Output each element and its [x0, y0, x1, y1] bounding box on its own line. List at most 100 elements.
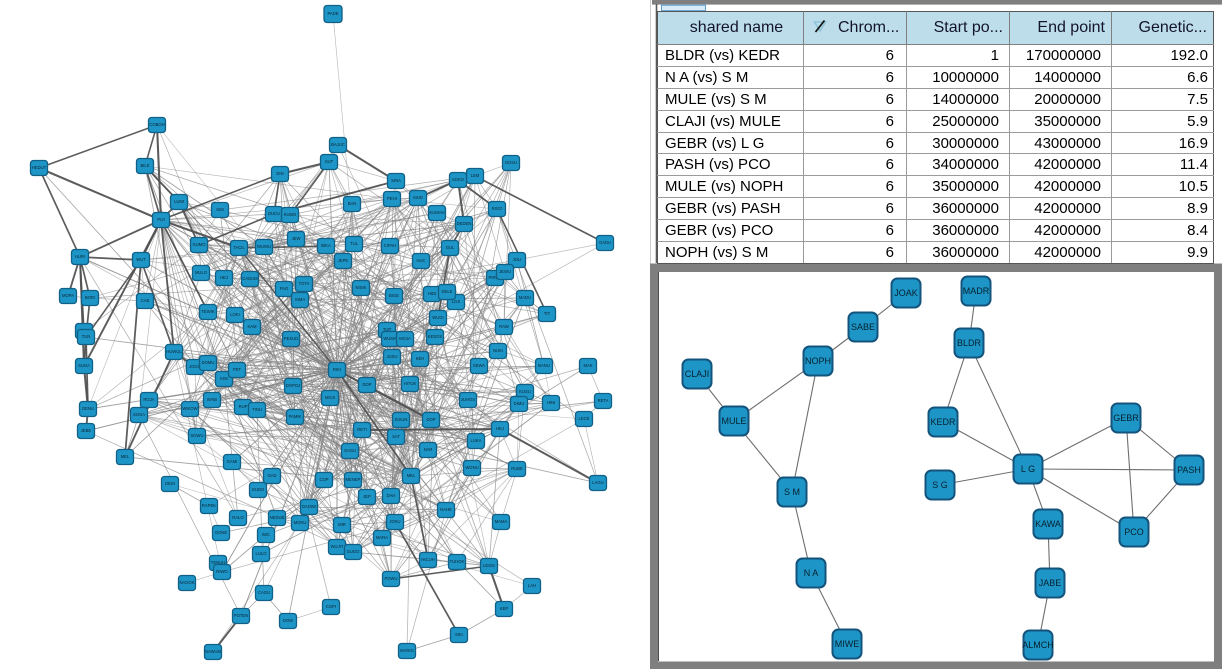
svg-text:TIT: TIT — [544, 311, 551, 316]
svg-text:TUN: TUN — [82, 334, 91, 339]
svg-text:HEDUT: HEDUT — [32, 165, 47, 170]
svg-text:HUC: HUC — [416, 258, 425, 263]
svg-text:SOWU: SOWU — [190, 433, 203, 438]
svg-text:TOTA: TOTA — [299, 281, 310, 286]
svg-text:JEPE: JEPE — [338, 258, 349, 263]
svg-text:COBOH: COBOH — [149, 122, 164, 127]
svg-text:WIKOW: WIKOW — [182, 406, 197, 411]
svg-text:DOMU: DOMU — [202, 360, 215, 365]
svg-text:HUWUL: HUWUL — [166, 349, 182, 354]
svg-text:MONU: MONU — [294, 520, 307, 525]
svg-text:GASU: GASU — [344, 448, 356, 453]
svg-text:KESOS: KESOS — [428, 334, 443, 339]
svg-text:CAB: CAB — [141, 298, 150, 303]
svg-text:BANU: BANU — [538, 363, 550, 368]
svg-text:PET: PET — [233, 367, 242, 372]
svg-text:BIKA: BIKA — [321, 243, 331, 248]
svg-text:N A: N A — [804, 568, 819, 578]
svg-text:WABI: WABI — [207, 397, 218, 402]
svg-text:BLDR: BLDR — [957, 338, 982, 348]
svg-text:LAH: LAH — [528, 583, 536, 588]
svg-text:LOKI: LOKI — [230, 312, 240, 317]
svg-text:MADU: MADU — [519, 295, 531, 300]
svg-text:DIN: DIN — [276, 171, 283, 176]
svg-text:LEM: LEM — [471, 173, 480, 178]
svg-text:DELE: DELE — [442, 289, 453, 294]
svg-text:DOPOJ: DOPOJ — [286, 383, 300, 388]
svg-text:MULO: MULO — [195, 270, 208, 275]
svg-text:SUT: SUT — [325, 159, 334, 164]
svg-text:NISIK: NISIK — [356, 285, 367, 290]
svg-text:KAWA: KAWA — [1035, 519, 1061, 529]
svg-text:MOJI: MOJI — [325, 395, 335, 400]
svg-text:ROJA: ROJA — [143, 397, 154, 402]
svg-text:MEL: MEL — [407, 473, 416, 478]
svg-text:SIMA: SIMA — [295, 297, 305, 302]
svg-text:LOJI: LOJI — [452, 299, 461, 304]
svg-text:MEL: MEL — [121, 454, 130, 459]
svg-text:DEDI: DEDI — [165, 481, 175, 486]
svg-text:DOW: DOW — [283, 618, 293, 623]
svg-text:NAGOK: NAGOK — [179, 580, 194, 585]
svg-text:MENEP: MENEP — [346, 477, 361, 482]
svg-text:PIJI: PIJI — [157, 217, 164, 222]
svg-text:GUGO: GUGO — [347, 549, 361, 554]
svg-text:HINI: HINI — [547, 400, 555, 405]
svg-text:LUMI: LUMI — [174, 199, 184, 204]
svg-text:DOSU: DOSU — [505, 160, 517, 165]
svg-text:MOJA: MOJA — [399, 336, 411, 341]
svg-text:DEDEN: DEDEN — [457, 221, 472, 226]
svg-text:KAM: KAM — [247, 324, 257, 329]
svg-text:S G: S G — [932, 480, 948, 490]
svg-text:TENUH: TENUH — [211, 560, 225, 565]
svg-text:GAMI: GAMI — [227, 459, 238, 464]
svg-text:DAH: DAH — [387, 493, 396, 498]
svg-text:KUMO: KUMO — [284, 212, 297, 217]
svg-text:BILE: BILE — [140, 163, 149, 168]
svg-text:PAG: PAG — [280, 286, 289, 291]
svg-text:HEJ: HEJ — [496, 426, 504, 431]
svg-text:LUKA: LUKA — [471, 438, 482, 443]
svg-text:PCO: PCO — [1124, 527, 1144, 537]
svg-text:WUWU: WUWU — [257, 244, 271, 249]
svg-text:PIRUD: PIRUD — [488, 275, 501, 280]
svg-text:GADU: GADU — [599, 240, 611, 245]
svg-text:TUL: TUL — [350, 241, 359, 246]
svg-text:SOGA: SOGA — [133, 412, 145, 417]
svg-text:DOP: DOP — [426, 417, 435, 422]
svg-text:JEP: JEP — [363, 494, 371, 499]
svg-text:MARA: MARA — [376, 535, 388, 540]
svg-text:WUMA: WUMA — [383, 336, 396, 341]
svg-text:TUHOK: TUHOK — [450, 559, 465, 564]
svg-text:DUCU: DUCU — [268, 211, 280, 216]
svg-text:PASH: PASH — [1177, 465, 1201, 475]
svg-text:RETI: RETI — [357, 427, 367, 432]
svg-text:COPI: COPI — [326, 604, 336, 609]
svg-text:GUL: GUL — [446, 245, 455, 250]
svg-text:POTEN: POTEN — [234, 613, 248, 618]
svg-text:SABE: SABE — [851, 322, 875, 332]
svg-text:NEDUB: NEDUB — [270, 515, 285, 520]
svg-text:WUT: WUT — [136, 257, 146, 262]
svg-text:KEH: KEH — [416, 356, 425, 361]
svg-text:SIKI: SIKI — [455, 632, 463, 637]
svg-text:JOLI: JOLI — [513, 257, 522, 262]
svg-text:MAK: MAK — [583, 363, 592, 368]
svg-text:NUKI: NUKI — [493, 348, 503, 353]
svg-text:PAMIK: PAMIK — [289, 414, 302, 419]
svg-text:TEWIK: TEWIK — [201, 309, 214, 314]
svg-text:JEW: JEW — [292, 236, 301, 241]
svg-text:HIDI: HIDI — [428, 291, 436, 296]
svg-text:WONU: WONU — [465, 465, 478, 470]
svg-text:LULO: LULO — [256, 551, 268, 556]
svg-text:MUD: MUD — [413, 195, 423, 200]
svg-text:JOGU: JOGU — [189, 364, 201, 369]
svg-text:WUJIT: WUJIT — [331, 544, 344, 549]
svg-text:GUMO: GUMO — [192, 242, 206, 247]
svg-text:BIGE: BIGE — [389, 293, 399, 298]
svg-text:BAJUC: BAJUC — [331, 142, 345, 147]
svg-text:LECE: LECE — [579, 416, 590, 421]
svg-text:MIWE: MIWE — [835, 639, 860, 649]
svg-text:SAT: SAT — [392, 434, 400, 439]
svg-text:JUSU: JUSU — [387, 354, 398, 359]
